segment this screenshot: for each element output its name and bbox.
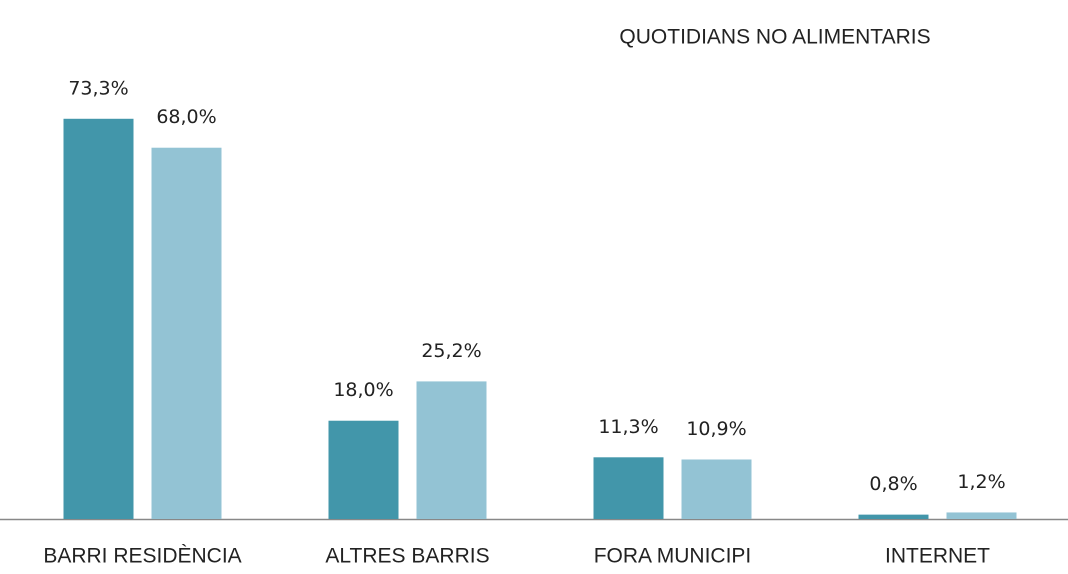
bar xyxy=(151,147,222,519)
bar xyxy=(416,381,487,519)
value-label: 1,2% xyxy=(957,471,1005,493)
value-label: 25,2% xyxy=(421,340,481,362)
chart-title: QUOTIDIANS NO ALIMENTARIS xyxy=(619,26,930,49)
x-tick-label: BARRI RESIDÈNCIA xyxy=(43,545,241,568)
x-tick-label: FORA MUNICIPI xyxy=(594,545,752,568)
value-label: 11,3% xyxy=(598,416,658,438)
value-label: 68,0% xyxy=(156,106,216,128)
bar xyxy=(681,459,752,519)
x-tick-label: ALTRES BARRIS xyxy=(325,545,489,568)
bar xyxy=(593,457,664,519)
bar xyxy=(328,420,399,519)
bar xyxy=(946,512,1017,519)
bar xyxy=(858,514,929,519)
value-label: 73,3% xyxy=(68,77,128,99)
bar xyxy=(63,118,134,520)
x-tick-label: INTERNET xyxy=(885,545,990,568)
value-label: 10,9% xyxy=(686,418,746,440)
value-label: 0,8% xyxy=(869,473,917,495)
value-label: 18,0% xyxy=(333,379,393,401)
